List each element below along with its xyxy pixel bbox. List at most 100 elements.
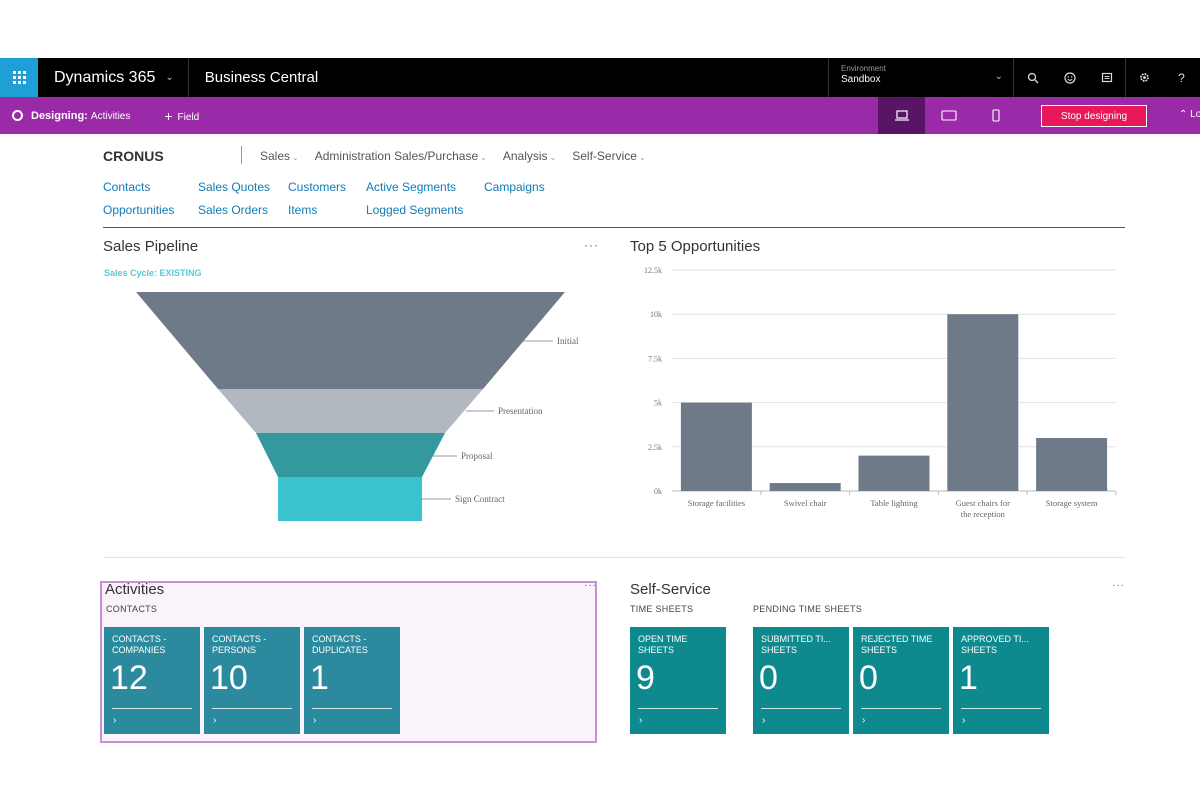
self-service-more-icon[interactable]: ··· xyxy=(1112,580,1125,591)
gear-icon[interactable] xyxy=(1126,58,1163,97)
tile-label: CONTACTS - COMPANIES xyxy=(112,634,167,655)
bar-3[interactable] xyxy=(858,455,930,491)
add-field-button[interactable]: + Field xyxy=(164,108,199,124)
funnel-stage-sign-contract[interactable] xyxy=(278,477,422,521)
y-tick-label: 0k xyxy=(654,487,662,496)
link-customers[interactable]: Customers xyxy=(288,180,347,194)
funnel-stage-initial[interactable] xyxy=(136,292,565,389)
menu-label: Self-Service xyxy=(572,149,637,163)
y-tick-label: 5k xyxy=(654,399,662,408)
chevron-right-icon: › xyxy=(962,715,966,726)
sales-cycle-label[interactable]: Sales Cycle: EXISTING xyxy=(104,268,202,278)
tile-value: 0 xyxy=(859,659,878,697)
tile-contacts-persons[interactable]: CONTACTS - PERSONS 10 › xyxy=(204,627,300,734)
collapse-label: Lo xyxy=(1190,109,1200,120)
tile-label: REJECTED TIME SHEETS xyxy=(861,634,933,655)
search-icon[interactable] xyxy=(1014,58,1051,97)
bar-2[interactable] xyxy=(769,483,841,491)
tile-value: 12 xyxy=(110,659,148,697)
activities-title: Activities xyxy=(105,581,165,598)
designing-prefix: Designing: xyxy=(31,109,88,122)
link-campaigns[interactable]: Campaigns xyxy=(484,180,545,194)
tile-label: SUBMITTED TI... SHEETS xyxy=(761,634,831,655)
pending-time-sheets-section-label: PENDING TIME SHEETS xyxy=(753,604,863,614)
funnel-label-presentation: Presentation xyxy=(498,406,543,416)
funnel-label-proposal: Proposal xyxy=(461,451,493,461)
nav-rule xyxy=(103,227,1125,228)
tablet-preview-icon[interactable] xyxy=(925,97,972,134)
environment-selector[interactable]: Environment Sandbox ⌄ xyxy=(828,58,1013,97)
environment-value: Sandbox xyxy=(841,74,881,85)
top-bar: Dynamics 365 ⌄ Business Central Environm… xyxy=(0,58,1200,97)
tile-submitted-time-sheets[interactable]: SUBMITTED TI... SHEETS 0 › xyxy=(753,627,849,734)
help-glyph: ? xyxy=(1178,70,1185,85)
x-tick-label: Guest chairs for xyxy=(956,498,1010,508)
x-tick-label: Storage system xyxy=(1046,498,1098,508)
contacts-section-label: CONTACTS xyxy=(106,604,158,614)
tile-open-time-sheets[interactable]: OPEN TIME SHEETS 9 › xyxy=(630,627,726,734)
menu-self-service[interactable]: Self-Service ⌄ xyxy=(572,149,645,163)
chevron-up-icon: ⌃ xyxy=(1179,109,1188,120)
link-logged-segments[interactable]: Logged Segments xyxy=(366,203,464,217)
link-sales-orders[interactable]: Sales Orders xyxy=(198,203,269,217)
funnel-label-sign-contract: Sign Contract xyxy=(455,494,505,504)
plus-icon: + xyxy=(164,107,173,124)
chevron-right-icon: › xyxy=(639,715,643,726)
menu-sales[interactable]: Sales ⌄ xyxy=(260,149,299,163)
tile-value: 9 xyxy=(636,659,655,697)
tile-label: APPROVED TI... SHEETS xyxy=(961,634,1029,655)
menu-label: Analysis xyxy=(502,149,548,163)
top-opportunities-title: Top 5 Opportunities xyxy=(630,238,761,255)
chevron-right-icon: › xyxy=(313,715,317,726)
tile-value: 0 xyxy=(759,659,778,697)
app-launcher-icon[interactable] xyxy=(0,58,38,97)
product-name: Dynamics 365 xyxy=(54,68,156,86)
tile-label: OPEN TIME SHEETS xyxy=(638,634,688,655)
tile-contacts-companies[interactable]: CONTACTS - COMPANIES 12 › xyxy=(104,627,200,734)
tile-contacts-duplicates[interactable]: CONTACTS - DUPLICATES 1 › xyxy=(304,627,400,734)
link-active-segments[interactable]: Active Segments xyxy=(366,180,457,194)
chevron-down-icon: ⌄ xyxy=(994,71,1003,82)
section-divider xyxy=(103,557,1125,558)
chevron-down-icon: ⌄ xyxy=(480,153,487,162)
smiley-icon[interactable] xyxy=(1051,58,1088,97)
chevron-down-icon: ⌄ xyxy=(165,72,174,83)
phone-preview-icon[interactable] xyxy=(972,97,1019,134)
record-icon xyxy=(12,110,23,121)
chevron-right-icon: › xyxy=(762,715,766,726)
link-items[interactable]: Items xyxy=(288,203,318,217)
bar-4[interactable] xyxy=(947,314,1019,491)
bar-1[interactable] xyxy=(680,402,752,491)
tile-approved-time-sheets[interactable]: APPROVED TI... SHEETS 1 › xyxy=(953,627,1049,734)
menu-label: Sales xyxy=(260,149,291,163)
chat-icon[interactable] xyxy=(1088,58,1125,97)
chevron-right-icon: › xyxy=(113,715,117,726)
collapse-button[interactable]: ⌃ Lo xyxy=(1179,109,1200,120)
company-name: CRONUS xyxy=(103,148,164,164)
tile-value: 1 xyxy=(959,659,978,697)
menu-administration[interactable]: Administration Sales/Purchase ⌄ xyxy=(315,149,487,163)
bar-5[interactable] xyxy=(1036,437,1108,491)
menu-analysis[interactable]: Analysis ⌄ xyxy=(503,149,556,163)
link-sales-quotes[interactable]: Sales Quotes xyxy=(198,180,271,194)
desktop-preview-icon[interactable] xyxy=(878,97,925,134)
menu-label: Administration Sales/Purchase xyxy=(314,149,479,163)
tile-label: CONTACTS - PERSONS xyxy=(212,634,267,655)
product-switcher[interactable]: Dynamics 365 ⌄ xyxy=(38,58,189,97)
funnel-stage-proposal[interactable] xyxy=(256,433,445,477)
pipeline-more-icon[interactable]: ··· xyxy=(584,238,599,252)
x-tick-label: Storage facilities xyxy=(688,498,745,508)
tile-value: 1 xyxy=(310,659,329,697)
stop-designing-button[interactable]: Stop designing xyxy=(1041,105,1147,127)
tile-rejected-time-sheets[interactable]: REJECTED TIME SHEETS 0 › xyxy=(853,627,949,734)
activities-more-icon[interactable]: ··· xyxy=(584,580,597,591)
help-icon[interactable]: ? xyxy=(1163,58,1200,97)
x-tick-label: Swivel chair xyxy=(784,498,827,508)
link-contacts[interactable]: Contacts xyxy=(103,180,151,194)
link-opportunities[interactable]: Opportunities xyxy=(103,203,175,217)
environment-label: Environment xyxy=(841,64,886,73)
y-tick-label: 7.5k xyxy=(648,354,662,363)
funnel-stage-presentation[interactable] xyxy=(218,389,483,433)
